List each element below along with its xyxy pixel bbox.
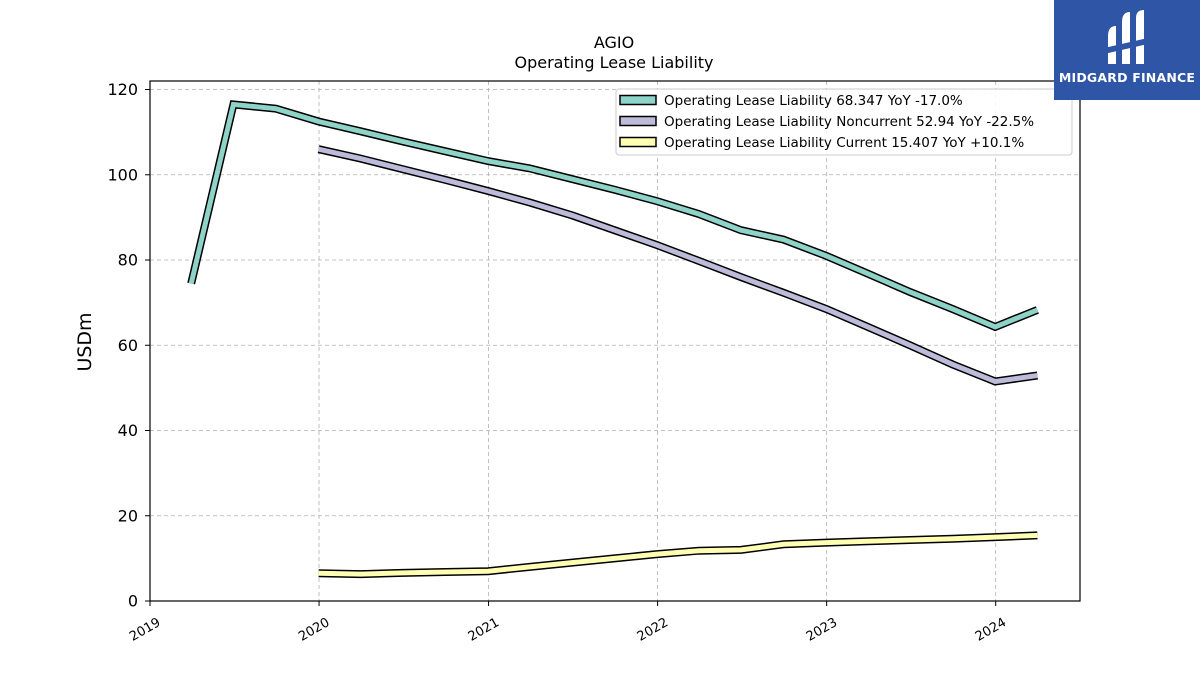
legend-label-0: Operating Lease Liability 68.347 YoY -17…: [664, 93, 963, 109]
y-tick-label: 80: [118, 251, 138, 270]
legend-swatch-2: [619, 136, 657, 148]
y-axis: 0 20 40 60 80 100 120: [107, 80, 150, 611]
y-tick-label: 0: [128, 592, 138, 611]
logo: MIDGARD FINANCE: [1054, 0, 1200, 100]
x-axis: 2019 2020 2021 2022 2023 2024: [127, 601, 1009, 645]
chart-subtitle: Operating Lease Liability: [514, 53, 713, 72]
x-tick-label: 2022: [635, 615, 671, 645]
series-line-0: [188, 101, 1039, 330]
legend-label-2: Operating Lease Liability Current 15.407…: [664, 135, 1024, 151]
series-line-2: [318, 532, 1038, 577]
legend-label-1: Operating Lease Liability Noncurrent 52.…: [664, 114, 1034, 130]
plot-frame: [149, 80, 1081, 602]
y-tick-label: 20: [118, 506, 138, 525]
series-line-1: [318, 146, 1038, 385]
y-axis-label: USDm: [74, 312, 96, 371]
y-tick-label: 40: [118, 421, 138, 440]
x-tick-label: 2021: [466, 615, 502, 645]
series-outline-1: [317, 145, 1038, 386]
logo-mark-icon: [1104, 10, 1148, 64]
y-tick-label: 100: [107, 165, 138, 184]
legend-box: [615, 88, 1073, 156]
x-tick-label: 2020: [296, 615, 332, 645]
logo-text: MIDGARD FINANCE: [1058, 70, 1196, 85]
grid: [150, 81, 1080, 601]
y-tick-label: 60: [118, 336, 138, 355]
legend-swatch-0: [619, 94, 657, 106]
y-tick-label: 120: [107, 80, 138, 99]
legend: Operating Lease Liability 68.347 YoY -17…: [615, 88, 1073, 156]
chart-title: AGIO: [594, 33, 634, 52]
x-tick-label: 2023: [804, 615, 840, 645]
legend-swatch-1: [619, 115, 657, 127]
x-tick-label: 2024: [973, 615, 1009, 645]
x-tick-label: 2019: [127, 615, 163, 645]
series-layer: [187, 100, 1039, 579]
